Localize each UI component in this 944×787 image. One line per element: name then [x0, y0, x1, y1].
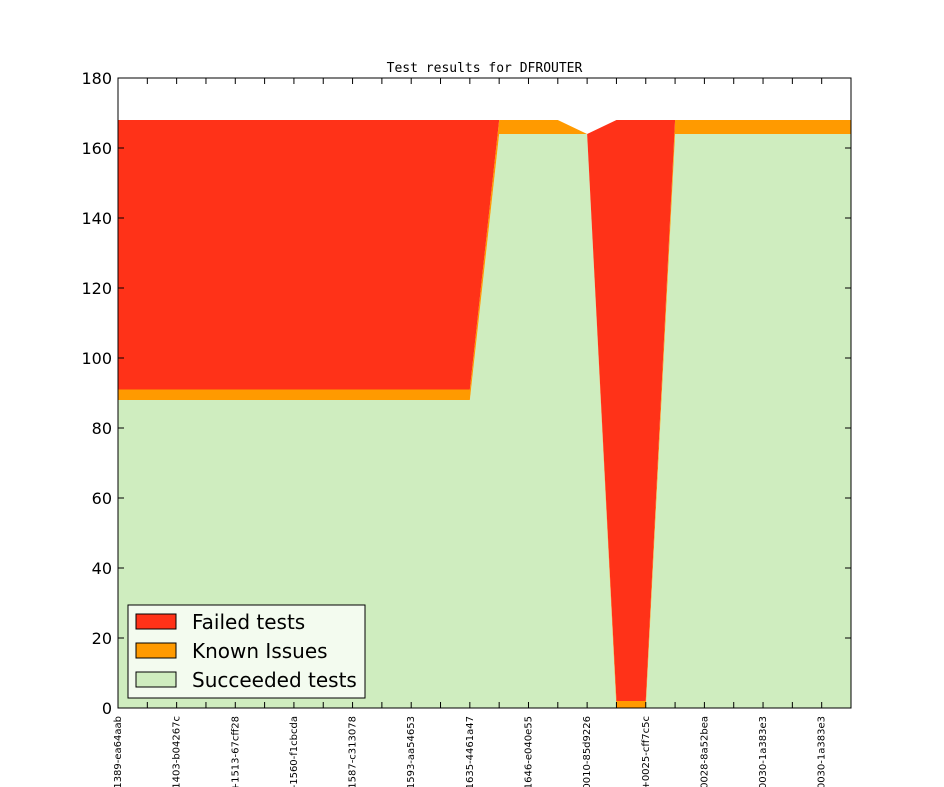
y-tick-label: 160	[81, 139, 112, 158]
x-tick-label: 1587-c313078	[348, 716, 359, 787]
chart-title: Test results for DFROUTER	[387, 61, 583, 76]
y-axis: 0 20 40 60 80 100 120 140 160 180	[81, 69, 851, 718]
area-succeeded-tests	[118, 134, 851, 708]
x-tick-label: 1635-4461a47	[465, 716, 476, 787]
x-tick-label: +0025-cff7c5c	[641, 716, 652, 787]
area-known-issues	[118, 120, 851, 708]
legend-label-succeeded-tests: Succeeded tests	[192, 668, 357, 692]
x-tick-label: 0030-1a383e3	[817, 716, 828, 787]
y-tick-label: 60	[92, 489, 112, 508]
plot-frame	[117, 77, 852, 709]
x-tick-label: -1560-f1cbcda	[289, 716, 300, 787]
y-tick-label: 0	[102, 699, 112, 718]
x-tick-label: +1513-67cff28	[230, 716, 241, 787]
legend-swatch-failed-tests	[135, 613, 177, 630]
x-tick-label: 0010-85d9226	[582, 716, 593, 787]
y-tick-label: 20	[92, 629, 112, 648]
x-tick-label: 1593-aa54653	[406, 716, 417, 787]
legend-label-failed-tests: Failed tests	[192, 610, 305, 634]
y-tick-label: 40	[92, 559, 112, 578]
legend: Failed tests Known Issues Succeeded tests	[127, 604, 366, 699]
y-tick-label: 120	[81, 279, 112, 298]
y-tick-label: 180	[81, 69, 112, 88]
y-tick-label: 80	[92, 419, 112, 438]
x-tick-label: 1646-e040e55	[523, 716, 534, 787]
y-tick-label: 100	[81, 349, 112, 368]
y-tick-label: 140	[81, 209, 112, 228]
legend-swatch-known-issues	[135, 642, 177, 659]
area-failed-tests	[118, 120, 851, 701]
legend-label-known-issues: Known Issues	[192, 639, 328, 663]
x-tick-label: 0030-1a383e3	[758, 716, 769, 787]
x-tick-label: 0028-8a52bea	[699, 716, 710, 787]
x-axis: 1389-ea64aab 1403-b04267c +1513-67cff28 -15…	[113, 78, 852, 787]
x-tick-label: 1389-ea64aab	[113, 716, 124, 787]
legend-swatch-succeeded-tests	[135, 671, 177, 688]
area-series-group	[118, 120, 851, 708]
x-tick-label: 1403-b04267c	[172, 716, 183, 787]
